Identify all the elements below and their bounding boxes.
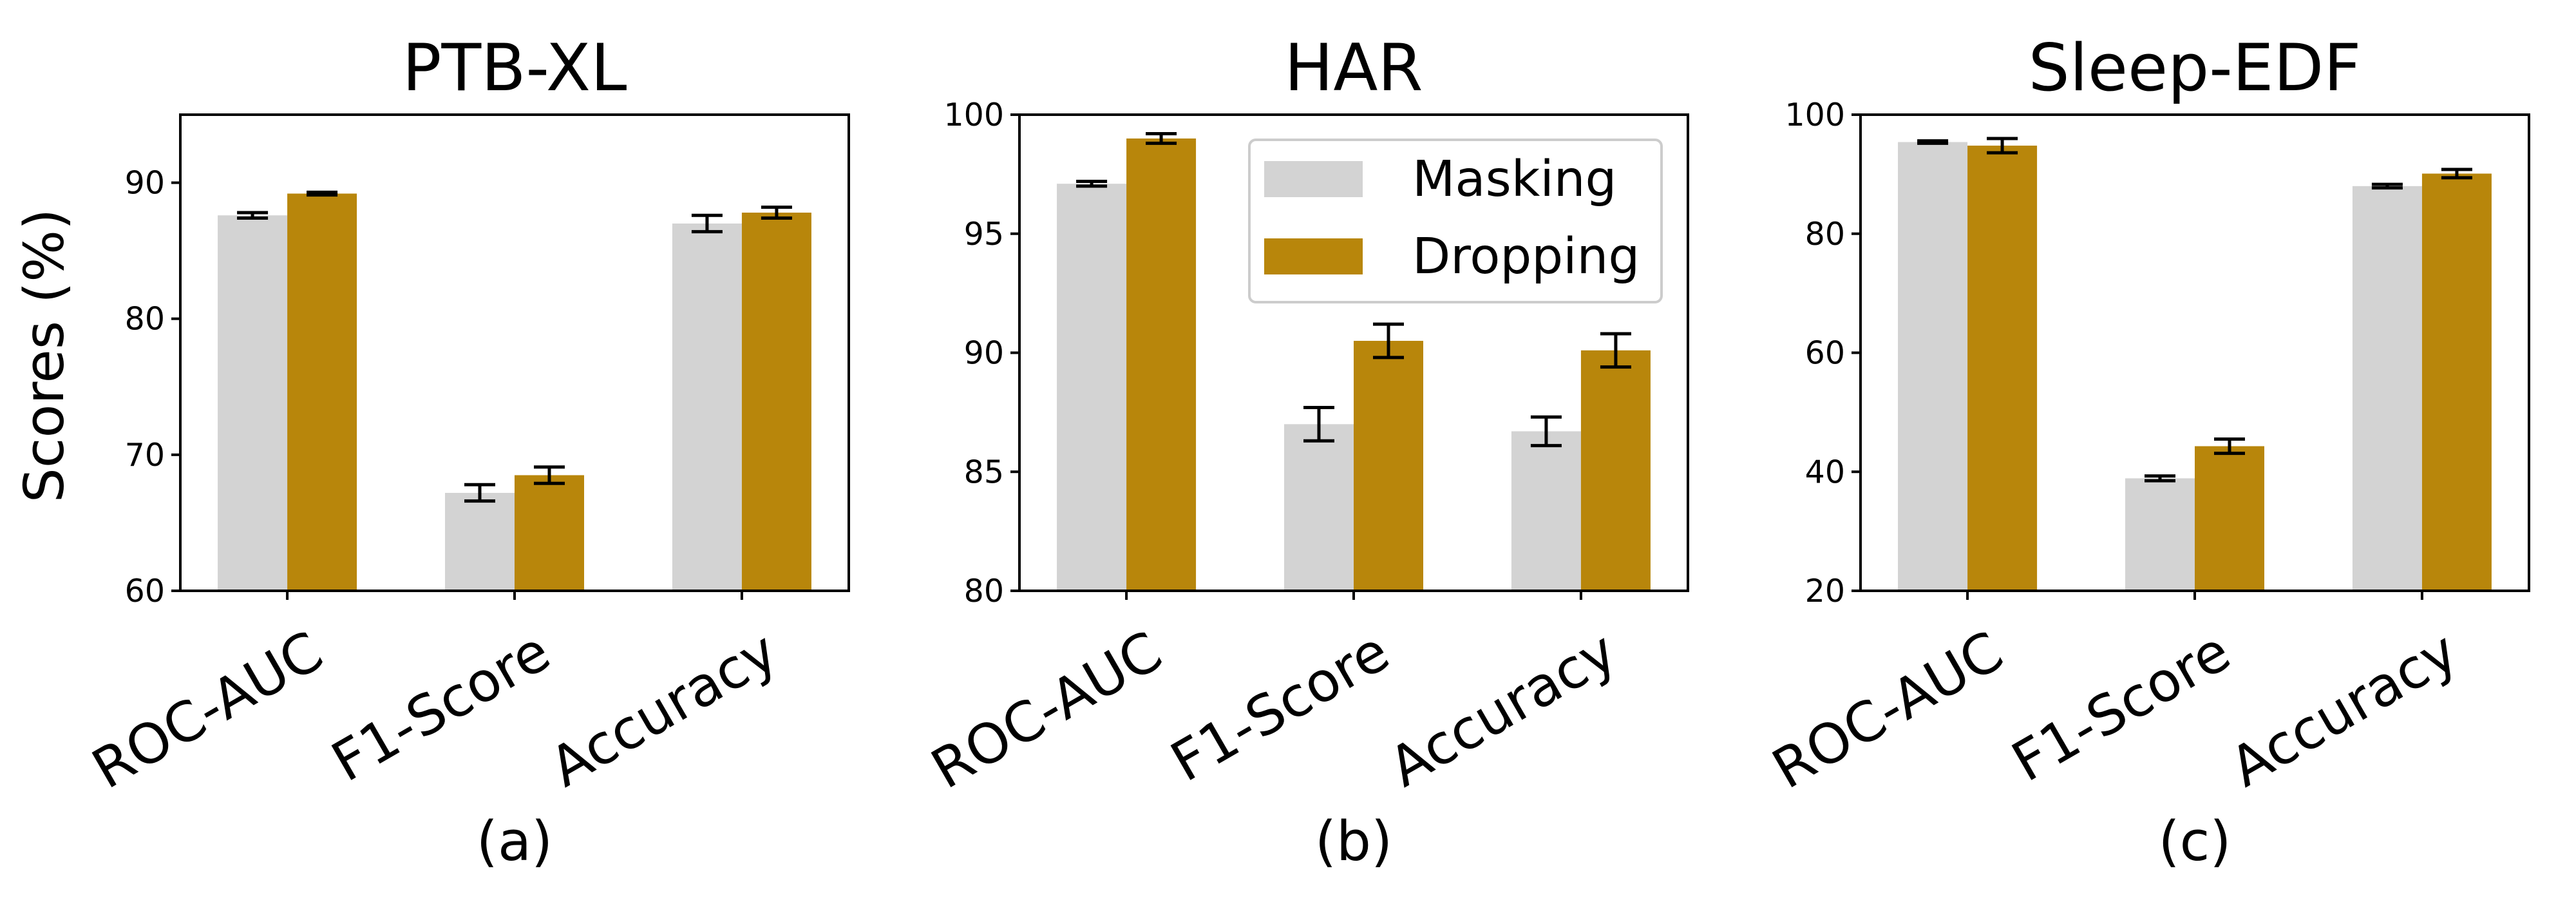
error-bar-dropping-roc-auc [1146,132,1177,145]
error-bar-dropping-f1-score [2214,437,2245,456]
bar-dropping-accuracy [1580,350,1651,591]
y-tick-label: 60 [1805,335,1845,372]
legend: Masking Dropping [1248,139,1663,303]
error-bar-dropping-roc-auc [1987,137,2018,155]
error-bar-dropping-f1-score [534,465,565,485]
bar-dropping-roc-auc [1126,138,1197,591]
bar-masking-accuracy [2352,186,2422,591]
bar-dropping-accuracy [2421,173,2492,591]
error-bar-dropping-roc-auc [307,190,338,197]
panel-caption: (a) [477,810,553,874]
y-tick-label: 80 [1805,216,1845,253]
bar-masking-roc-auc [1898,142,1968,591]
error-bar-masking-roc-auc [237,211,269,220]
y-tick-label: 60 [125,573,165,609]
error-bar-masking-accuracy [691,213,723,234]
y-tick-label: 100 [1785,97,1845,133]
bar-dropping-roc-auc [1967,146,2038,591]
error-bar-masking-roc-auc [1076,179,1108,188]
bar-dropping-accuracy [741,213,811,591]
bar-masking-accuracy [1511,431,1581,591]
error-bar-masking-roc-auc [1917,139,1949,145]
y-tick-label: 80 [125,301,165,338]
error-bar-dropping-accuracy [2441,168,2472,180]
error-bar-dropping-accuracy [1600,332,1631,369]
panel-title: HAR [1284,30,1423,106]
bar-dropping-f1-score [515,475,584,591]
y-tick-label: 100 [943,97,1004,133]
bar-dropping-roc-auc [287,193,357,591]
y-tick-label: 95 [964,216,1004,253]
axes-frame [179,113,850,592]
legend-swatch-dropping [1264,238,1363,274]
panel-caption: (c) [2158,810,2231,874]
panel-title: PTB-XL [402,30,627,106]
y-tick-label: 85 [964,454,1004,490]
error-bar-dropping-f1-score [1373,322,1404,360]
bar-masking-f1-score [445,492,515,591]
y-tick-label: 20 [1805,573,1845,609]
error-bar-masking-accuracy [1530,415,1562,448]
axes-frame [1859,113,2530,592]
bar-masking-f1-score [2125,478,2195,591]
error-bar-masking-f1-score [1303,405,1334,443]
error-bar-masking-f1-score [464,483,495,503]
axes-frame [1018,113,1689,592]
legend-swatch-masking [1264,161,1363,197]
bar-masking-roc-auc [1057,184,1127,591]
bar-dropping-f1-score [1354,341,1423,591]
y-axis-label: Scores (%) [13,209,77,503]
panel-title: Sleep-EDF [2029,30,2362,106]
bar-masking-roc-auc [218,215,288,591]
bar-dropping-f1-score [2195,446,2264,591]
bar-masking-accuracy [672,223,742,591]
bar-masking-f1-score [1284,424,1354,591]
y-tick-label: 40 [1805,454,1845,490]
y-tick-label: 70 [125,437,165,474]
error-bar-dropping-accuracy [761,206,792,220]
legend-label-dropping: Dropping [1412,228,1640,285]
panel-caption: (b) [1315,810,1392,874]
y-tick-label: 90 [964,335,1004,372]
y-tick-label: 90 [125,165,165,202]
error-bar-masking-accuracy [2371,182,2403,190]
error-bar-masking-f1-score [2145,474,2175,483]
y-tick-label: 80 [964,573,1004,609]
legend-label-masking: Masking [1412,151,1616,208]
